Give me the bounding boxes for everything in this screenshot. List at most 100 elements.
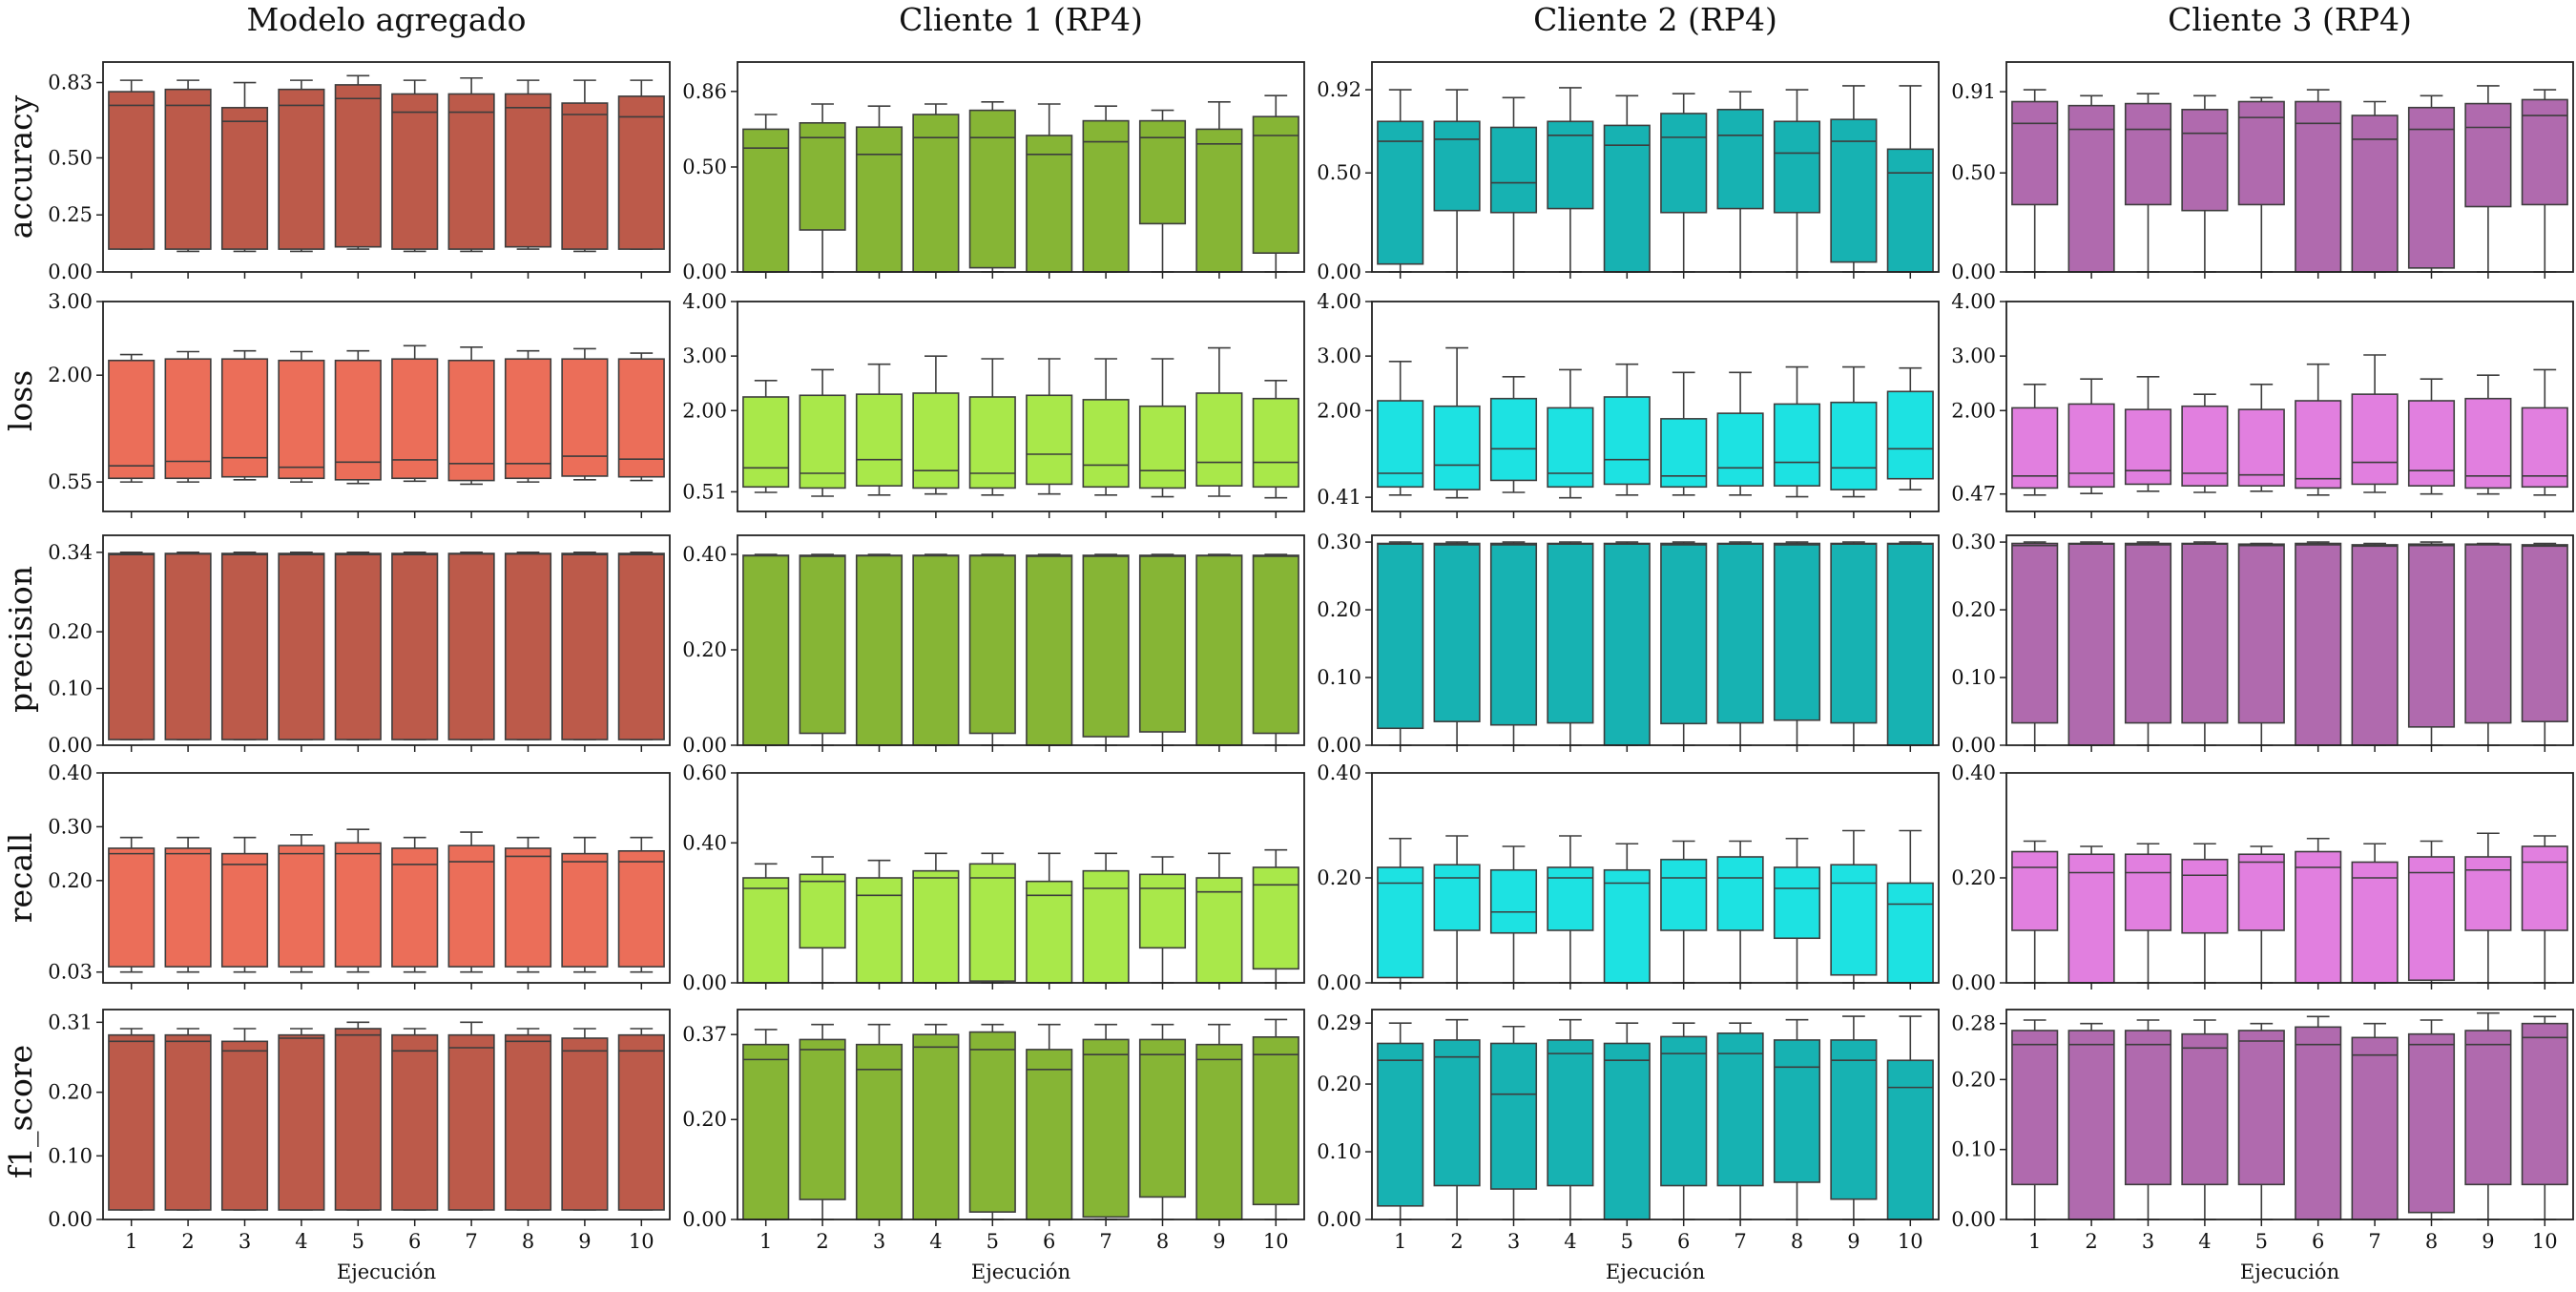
box-8	[1773, 89, 1821, 273]
box-iqr	[1603, 542, 1651, 746]
box-iqr	[2351, 544, 2399, 746]
row-label-1: loss	[2, 370, 39, 431]
box-iqr	[2521, 845, 2568, 931]
y-tick-label: 0.37	[682, 1023, 727, 1046]
box-iqr	[1252, 866, 1299, 970]
y-tick-label: 0.03	[48, 961, 93, 984]
box-5	[334, 552, 382, 740]
box-2	[1433, 1018, 1481, 1220]
box-2	[799, 1023, 846, 1220]
box-2	[1433, 541, 1481, 746]
box-10	[617, 1028, 665, 1211]
y-tick-label: 0.40	[1317, 761, 1361, 784]
x-tick-label: 1	[2028, 1230, 2041, 1253]
box-8	[504, 552, 552, 740]
box-5	[1603, 843, 1651, 984]
box-iqr	[617, 552, 665, 740]
box-iqr	[2351, 393, 2399, 486]
box-iqr	[504, 1033, 552, 1211]
box-iqr	[742, 877, 790, 984]
panel-frame	[102, 1009, 671, 1220]
box-iqr	[1433, 542, 1481, 722]
panel-r2c0: 0.00 0.10 0.20 0.34	[48, 534, 671, 757]
x-tick-label: 2	[2085, 1230, 2097, 1253]
box-1	[742, 553, 790, 746]
y-tick-label: 4.00	[1317, 290, 1361, 313]
box-iqr	[2351, 861, 2399, 984]
box-iqr	[1886, 148, 1934, 273]
box-iqr	[912, 869, 960, 984]
box-iqr	[2067, 104, 2115, 273]
y-tick-label: 0.28	[1951, 1012, 1996, 1035]
box-iqr	[2124, 408, 2172, 486]
box-6	[391, 79, 439, 253]
box-6	[391, 552, 439, 740]
column-title-1: Cliente 1 (RP4)	[899, 1, 1143, 38]
box-iqr	[912, 1033, 960, 1220]
box-3	[1489, 376, 1538, 493]
box-7	[2351, 843, 2399, 984]
box-iqr	[108, 552, 156, 740]
box-iqr	[1252, 1036, 1299, 1206]
box-6	[1660, 1022, 1708, 1220]
box-9	[2464, 1011, 2512, 1220]
y-tick-label: 0.29	[1317, 1011, 1361, 1034]
y-tick-label: 0.00	[682, 1208, 727, 1231]
box-7	[1082, 852, 1130, 984]
box-8	[504, 349, 552, 483]
box-10	[1252, 1018, 1299, 1220]
box-8	[1773, 541, 1821, 746]
box-iqr	[1547, 542, 1594, 724]
y-tick-label: 0.00	[682, 971, 727, 994]
box-3	[1489, 845, 1538, 984]
box-iqr	[561, 358, 609, 477]
y-tick-label: 0.40	[682, 543, 727, 566]
box-iqr	[1886, 390, 1934, 480]
box-5	[1603, 94, 1651, 273]
y-tick-label: 0.00	[682, 734, 727, 757]
x-tick-label: 10	[629, 1230, 654, 1253]
panel-r4c1: 0.00 0.20 0.37 1 2 3 4 5 6 7 8 9 10	[682, 1009, 1305, 1253]
panel-frame	[102, 772, 671, 984]
box-iqr	[561, 852, 609, 968]
box-6	[2295, 1015, 2342, 1220]
box-iqr	[799, 554, 846, 735]
box-iqr	[278, 359, 325, 480]
panel-frame	[1371, 301, 1940, 512]
box-3	[220, 349, 269, 481]
box-2	[164, 79, 212, 253]
panel-frame	[2005, 61, 2574, 273]
box-2	[164, 552, 212, 740]
box-1	[2011, 1019, 2059, 1220]
box-iqr	[2295, 542, 2342, 746]
box-7	[1716, 840, 1764, 984]
x-tick-label: 7	[1734, 1230, 1746, 1253]
y-tick-label: 0.00	[48, 260, 93, 283]
box-5	[2237, 384, 2285, 492]
box-iqr	[1195, 877, 1243, 984]
x-tick-label: 10	[2532, 1230, 2558, 1253]
box-6	[2295, 837, 2342, 984]
box-9	[2464, 832, 2512, 984]
box-3	[2124, 843, 2172, 984]
box-8	[2407, 94, 2456, 273]
box-1	[2011, 541, 2059, 746]
box-10	[1886, 85, 1934, 273]
y-tick-label: 3.00	[1951, 344, 1996, 367]
box-iqr	[1377, 866, 1424, 979]
y-tick-label: 0.10	[1317, 666, 1361, 689]
panel-frame	[2005, 1009, 2574, 1220]
x-tick-label: 2	[1450, 1230, 1463, 1253]
panel-frame	[2005, 772, 2574, 984]
box-3	[1489, 96, 1538, 273]
box-7	[1082, 105, 1130, 273]
box-iqr	[164, 358, 212, 480]
panel-frame	[1371, 772, 1940, 984]
box-iqr	[968, 554, 1016, 735]
box-iqr	[1830, 401, 1878, 490]
box-10	[2521, 368, 2568, 496]
x-tick-label: 5	[1621, 1230, 1633, 1253]
x-tick-label: 8	[1791, 1230, 1803, 1253]
box-6	[1660, 541, 1708, 746]
box-iqr	[1830, 118, 1878, 263]
